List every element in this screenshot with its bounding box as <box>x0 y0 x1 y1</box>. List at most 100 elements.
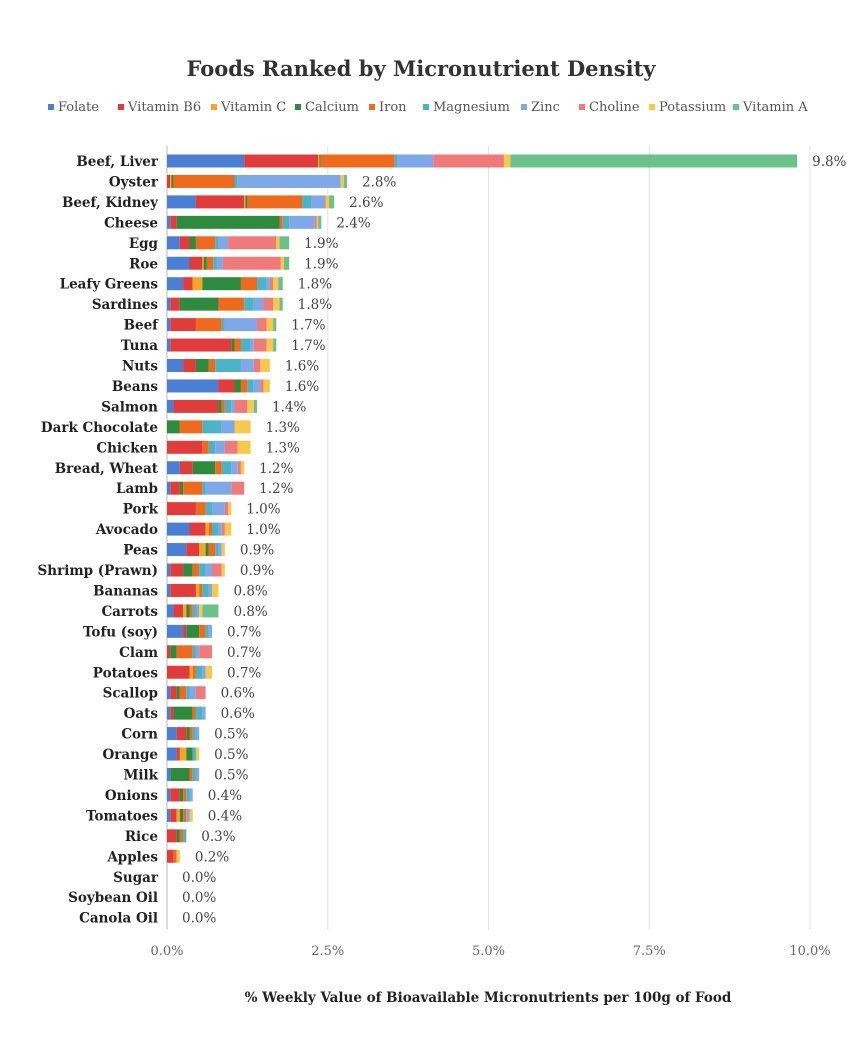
category-label: Oats <box>124 706 159 722</box>
bar-total-label: 1.0% <box>246 502 280 518</box>
legend-item: Vitamin B6 <box>118 100 201 115</box>
bar-row: Leafy Greens 1.8% <box>60 277 333 293</box>
bar-segment <box>253 379 261 393</box>
bar-segment <box>208 440 216 454</box>
bar-row: Clam 0.7% <box>119 645 261 661</box>
bar-segment <box>167 359 184 372</box>
bar-segment <box>195 706 203 720</box>
bar-segment <box>186 624 200 638</box>
bar-segment <box>179 297 219 311</box>
bar-segment <box>186 788 190 802</box>
bar-segment <box>192 645 196 659</box>
category-label: Lamb <box>116 481 158 497</box>
bar-segment <box>189 686 196 700</box>
bar-segment <box>183 829 187 843</box>
category-label: Peas <box>123 543 158 559</box>
bar-total-label: 1.6% <box>285 379 319 395</box>
bar-total-label: 0.5% <box>214 768 248 784</box>
bar-segment <box>263 379 270 393</box>
bar-segment <box>240 277 258 291</box>
bar-segment <box>215 359 241 372</box>
bar-segment <box>302 195 312 209</box>
category-label: Beans <box>112 379 159 395</box>
category-label: Nuts <box>122 359 158 375</box>
bar-segment <box>224 399 232 413</box>
bar-segment <box>221 420 235 434</box>
bar-segment <box>224 318 258 332</box>
category-label: Carrots <box>101 604 158 620</box>
bar-row: Cheese 2.4% <box>104 215 371 231</box>
bar-segment <box>195 236 216 250</box>
bar-segment <box>433 154 504 168</box>
bar-segment <box>192 277 203 291</box>
bar-segment <box>253 338 267 352</box>
bar-segment <box>170 768 190 781</box>
bar-segment <box>173 604 184 618</box>
category-label: Bread, Wheat <box>55 461 159 477</box>
bar-row: Chicken 1.3% <box>96 440 300 456</box>
legend-label: Folate <box>58 100 99 115</box>
bar-total-label: 2.6% <box>349 195 383 211</box>
bar-segment <box>167 236 180 250</box>
bar-row: Beef 1.7% <box>124 318 326 334</box>
bar-row: Beef, Kidney 2.6% <box>62 195 384 211</box>
bar-segment <box>503 154 511 168</box>
bar-segment <box>176 727 187 741</box>
bar-row: Bread, Wheat 1.2% <box>55 461 294 477</box>
bar-total-label: 0.5% <box>214 747 248 763</box>
category-label: Soybean Oil <box>68 890 158 906</box>
bar-segment <box>195 686 206 700</box>
bar-segment <box>199 563 206 577</box>
bar-segment <box>167 788 171 802</box>
category-label: Salmon <box>101 399 158 415</box>
bar-segment <box>244 297 254 311</box>
legend-item: Calcium <box>295 100 359 115</box>
category-label: Orange <box>103 747 158 763</box>
bar-segment <box>279 297 283 311</box>
bar-segment <box>394 154 398 168</box>
bar-segment <box>192 604 196 618</box>
category-label: Scallop <box>103 686 158 702</box>
bar-segment <box>276 236 280 250</box>
bar-segment <box>183 624 187 638</box>
bar-segment <box>231 461 238 475</box>
bar-segment <box>170 481 180 495</box>
bar-segment <box>167 174 171 188</box>
bar-segment <box>221 563 225 577</box>
bar-segment <box>273 338 277 352</box>
category-label: Beef, Liver <box>76 154 159 170</box>
bar-segment <box>186 747 193 761</box>
bar-segment <box>192 747 196 761</box>
bar-segment <box>167 563 171 577</box>
bar-segment <box>253 399 258 413</box>
legend-label: Potassium <box>659 100 726 115</box>
bar-segment <box>167 543 187 557</box>
bar-segment <box>282 215 290 229</box>
bar-segment <box>192 706 196 720</box>
bar-row: Rice 0.3% <box>125 829 236 845</box>
bar-segment <box>183 808 187 822</box>
bar-segment <box>213 256 217 270</box>
bar-segment <box>183 788 187 802</box>
bar-segment <box>170 706 174 720</box>
bar-segment <box>167 420 180 434</box>
bar-segment <box>183 359 196 372</box>
legend-swatch <box>579 104 585 110</box>
bar-segment <box>183 604 187 618</box>
bar-segment <box>192 461 216 475</box>
bar-row: Salmon 1.4% <box>101 399 306 415</box>
bar-total-label: 1.2% <box>259 461 293 477</box>
bar-segment <box>179 236 190 250</box>
bar-segment <box>176 215 280 229</box>
bar-segment <box>173 706 193 720</box>
bar-segment <box>260 379 264 393</box>
bar-segment <box>215 440 225 454</box>
bar-segment <box>167 624 184 638</box>
bar-total-label: 0.3% <box>201 829 235 845</box>
bar-segment <box>176 645 193 659</box>
bar-segment <box>195 645 200 659</box>
bar-segment <box>167 768 171 781</box>
bar-segment <box>205 543 209 557</box>
bar-total-label: 0.0% <box>182 890 216 906</box>
bar-total-label: 0.4% <box>208 788 242 804</box>
